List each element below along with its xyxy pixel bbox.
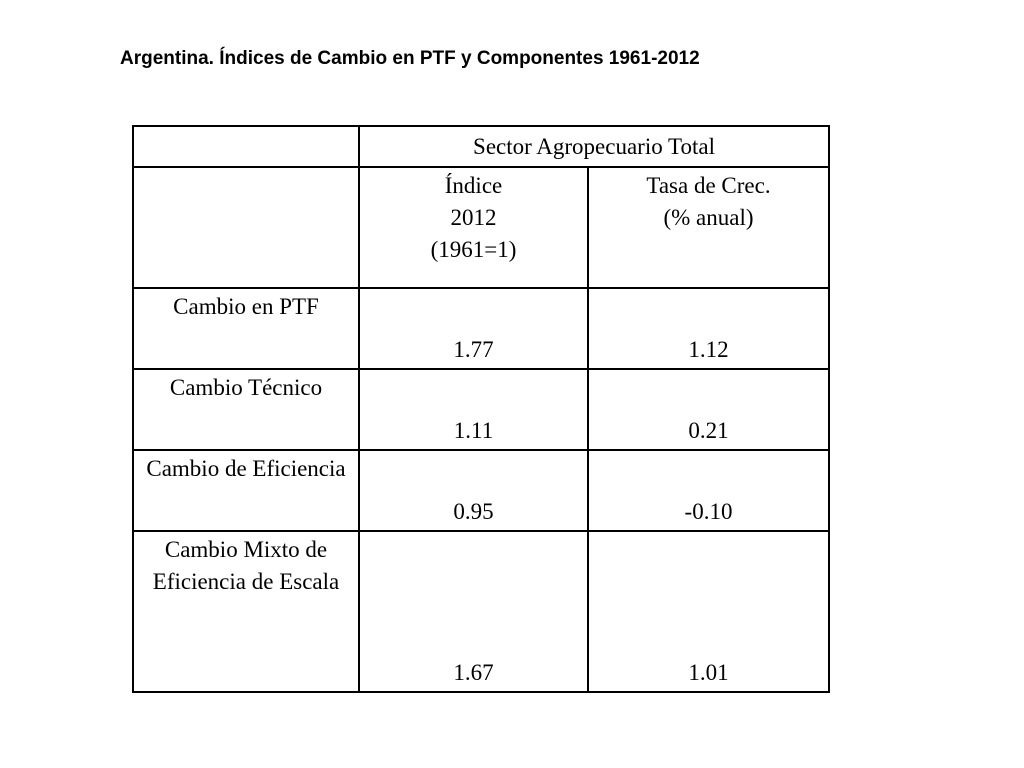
rate-column-header: Tasa de Crec. (% anual) (586, 166, 831, 289)
rate-value: 0.21 (586, 368, 831, 451)
index-value: 1.67 (358, 530, 589, 693)
empty-corner-cell (132, 125, 360, 168)
index-value: 1.77 (358, 287, 589, 370)
page-title: Argentina. Índices de Cambio en PTF y Co… (120, 48, 700, 69)
rate-header-line2: (% anual) (663, 205, 754, 230)
table-row: Cambio Técnico 1.11 0.21 (132, 368, 831, 451)
row-label: Cambio Técnico (132, 368, 360, 451)
rate-value: -0.10 (586, 449, 831, 532)
index-value: 0.95 (358, 449, 589, 532)
sector-header: Sector Agropecuario Total (357, 125, 831, 168)
table-row: Cambio en PTF 1.77 1.12 (132, 287, 831, 370)
row-label: Cambio de Eficiencia (132, 449, 360, 532)
table-row: Cambio de Eficiencia 0.95 -0.10 (132, 449, 831, 532)
index-header-line3: (1961=1) (430, 237, 517, 262)
row-label: Cambio en PTF (132, 287, 360, 370)
index-column-header: Índice 2012 (1961=1) (358, 166, 589, 289)
rate-header-line1: Tasa de Crec. (646, 173, 771, 198)
tfp-table-container: Sector Agropecuario Total Índice 2012 (1… (132, 125, 831, 693)
rate-value: 1.12 (586, 287, 831, 370)
table-row: Cambio Mixto de Eficiencia de Escala 1.6… (132, 530, 831, 693)
index-header-line1: Índice (444, 173, 503, 198)
index-header-line2: 2012 (450, 205, 497, 230)
tfp-table: Sector Agropecuario Total Índice 2012 (1… (132, 125, 831, 693)
rate-value: 1.01 (586, 530, 831, 693)
header-row-sector: Sector Agropecuario Total (132, 125, 831, 168)
index-value: 1.11 (358, 368, 589, 451)
empty-label-header-cell (132, 166, 360, 289)
header-row-columns: Índice 2012 (1961=1) Tasa de Crec. (% an… (132, 166, 831, 289)
row-label: Cambio Mixto de Eficiencia de Escala (132, 530, 360, 693)
